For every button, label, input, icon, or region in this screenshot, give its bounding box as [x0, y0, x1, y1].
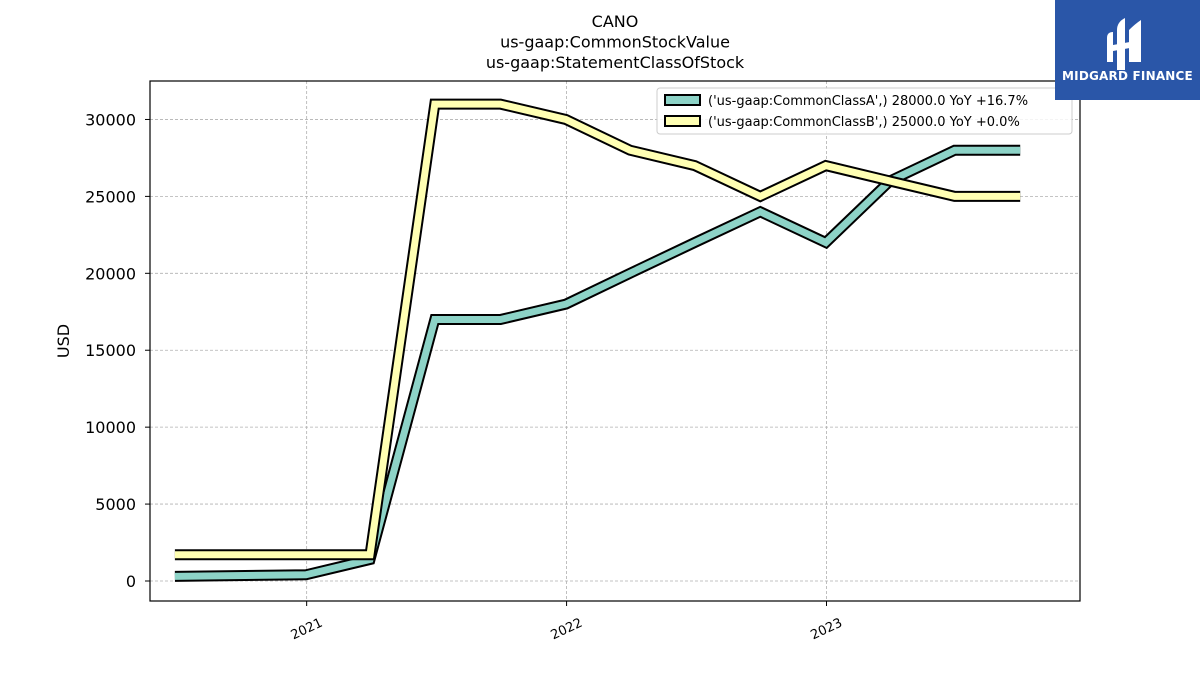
y-tick-label: 10000: [85, 418, 136, 437]
series-line-1: [174, 100, 1021, 559]
legend-label: ('us-gaap:CommonClassB',) 25000.0 YoY +0…: [708, 115, 1020, 130]
logo-text: MIDGARD FINANCE: [1062, 69, 1193, 83]
legend: ('us-gaap:CommonClassA',) 28000.0 YoY +1…: [656, 87, 1073, 135]
legend-swatch: [664, 94, 701, 106]
y-tick-label: 25000: [85, 187, 136, 206]
x-tick-label: 2021: [289, 616, 325, 644]
chart-title-line: us-gaap:CommonStockValue: [500, 33, 730, 52]
x-axis-ticks: 2021 2022 2023: [289, 601, 845, 643]
chart-title-line: CANO: [592, 12, 639, 31]
brand-logo: MIDGARD FINANCE: [1055, 0, 1200, 100]
chart-title: CANO us-gaap:CommonStockValueus-gaap:Stat…: [486, 12, 745, 72]
y-tick-label: 20000: [85, 264, 136, 283]
x-tick-label: 2023: [809, 616, 845, 644]
legend-box: [656, 87, 1073, 135]
series-line-0: [174, 146, 1021, 580]
plot-frame: [149, 80, 1081, 602]
y-tick-label: 15000: [85, 341, 136, 360]
series-lines: [174, 98, 1021, 582]
legend-swatch: [664, 115, 701, 127]
y-tick-label: 30000: [85, 110, 136, 129]
series-outline-0: [174, 144, 1021, 582]
logo-mark-icon: [1107, 18, 1141, 70]
x-tick-label: 2022: [549, 616, 585, 644]
y-tick-label: 0: [126, 572, 136, 591]
y-axis-ticks: 0 5000 10000 15000 20000 25000 30000: [85, 110, 150, 591]
chart-title-line: us-gaap:StatementClassOfStock: [486, 53, 745, 72]
y-axis-label: USD: [54, 324, 73, 358]
series-outline-1: [174, 98, 1021, 561]
y-tick-label: 5000: [95, 495, 136, 514]
legend-label: ('us-gaap:CommonClassA',) 28000.0 YoY +1…: [708, 94, 1028, 109]
